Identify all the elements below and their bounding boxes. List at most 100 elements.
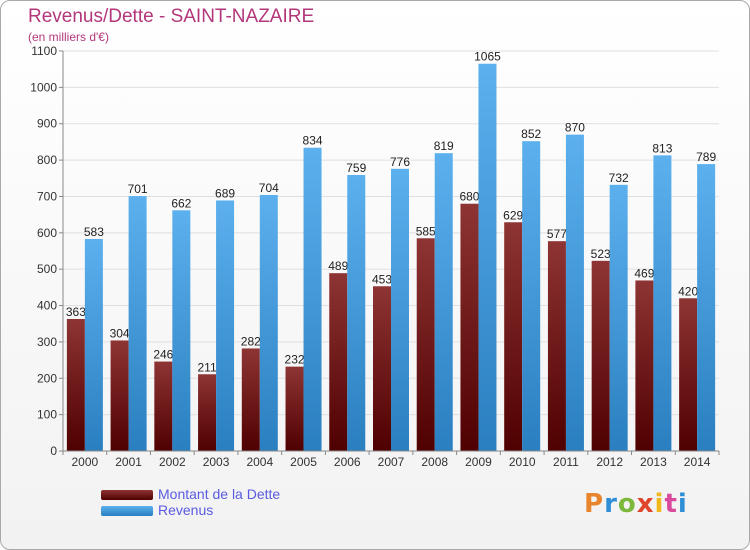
x-tick-label: 2010: [509, 455, 536, 469]
chart-subtitle: (en milliers d'€): [28, 30, 109, 44]
data-label-revenue: 870: [565, 121, 585, 135]
y-tick-label: 400: [37, 299, 57, 313]
y-tick-label: 0: [50, 444, 57, 458]
bar-revenue: [391, 168, 409, 451]
x-tick-label: 2014: [684, 455, 711, 469]
proxiti-logo: Proxiti: [584, 489, 688, 519]
bar-revenue: [565, 134, 584, 452]
x-tick-label: 2002: [159, 455, 186, 469]
y-tick-label: 700: [37, 189, 57, 203]
bar-revenue: [609, 184, 628, 451]
x-tick-label: 2011: [553, 455, 579, 469]
bar-revenue: [697, 164, 716, 451]
x-tick-label: 2003: [203, 455, 230, 469]
data-label-debt: 469: [634, 266, 654, 280]
bar-debt: [154, 361, 173, 451]
data-label-revenue: 732: [609, 171, 629, 185]
logo-letter: i: [654, 489, 665, 519]
x-tick-label: 2013: [640, 455, 667, 469]
data-label-revenue: 689: [215, 186, 235, 200]
data-label-debt: 629: [503, 208, 523, 222]
bar-debt: [285, 366, 304, 451]
data-label-revenue: 704: [259, 181, 279, 195]
legend-swatch-debt: [101, 490, 153, 500]
logo-letter: x: [636, 489, 655, 519]
bar-revenue: [216, 200, 235, 451]
legend-label-revenue: Revenus: [158, 502, 214, 518]
data-label-debt: 282: [241, 334, 261, 348]
bar-revenue: [522, 141, 541, 451]
data-label-debt: 680: [459, 190, 479, 204]
data-label-revenue: 789: [696, 150, 716, 164]
bar-debt: [635, 280, 654, 451]
logo-letter: i: [677, 489, 688, 519]
x-tick-label: 2000: [72, 455, 99, 469]
bar-debt: [460, 203, 479, 451]
bars: 363 583 304 701 246 662 211 689 282 704 232 834 489 7…: [66, 50, 716, 452]
data-label-debt: 453: [372, 272, 392, 286]
data-label-debt: 211: [197, 360, 216, 374]
data-label-debt: 363: [66, 305, 86, 319]
bar-revenue: [84, 239, 103, 451]
chart-title: Revenus/Dette - SAINT-NAZAIRE: [28, 6, 315, 27]
data-label-revenue: 701: [128, 182, 148, 196]
y-tick-label: 100: [37, 408, 57, 422]
bar-debt: [504, 222, 523, 451]
logo-letter: P: [584, 489, 605, 519]
x-tick-label: 2009: [465, 455, 492, 469]
data-label-debt: 420: [678, 284, 698, 298]
data-label-debt: 489: [328, 259, 348, 273]
x-tick-label: 2005: [290, 455, 317, 469]
bar-debt: [241, 348, 260, 451]
bar-revenue: [347, 175, 366, 451]
data-label-revenue: 583: [84, 225, 104, 239]
x-tick-label: 2012: [596, 455, 623, 469]
data-label-revenue: 834: [303, 134, 323, 148]
y-tick-label: 300: [37, 335, 57, 349]
x-tick-label: 2006: [334, 455, 361, 469]
y-tick-label: 1100: [31, 44, 57, 58]
logo-letter: o: [617, 489, 637, 519]
axes: 0 100 200 300 400 500 600 700 800 900 1000 1100 2000…: [30, 44, 720, 469]
y-tick-label: 600: [37, 226, 57, 240]
bar-revenue: [478, 63, 497, 452]
bar-debt: [198, 374, 217, 451]
bar-debt: [329, 273, 348, 451]
bar-revenue: [128, 196, 147, 451]
logo-letter: r: [604, 489, 618, 519]
bar-debt: [66, 319, 85, 451]
y-tick-label: 1000: [30, 80, 57, 94]
bar-debt: [547, 241, 566, 451]
bar-debt: [416, 238, 435, 451]
data-label-revenue: 759: [346, 161, 366, 175]
data-label-revenue: 819: [434, 139, 454, 153]
y-tick-label: 500: [37, 262, 57, 276]
bar-debt: [110, 340, 129, 451]
x-tick-label: 2004: [246, 455, 273, 469]
bar-revenue: [172, 210, 191, 451]
data-label-debt: 585: [416, 224, 436, 238]
bar-revenue: [653, 155, 672, 451]
legend-label-debt: Montant de la Dette: [158, 486, 281, 502]
logo-letter: t: [664, 489, 678, 519]
legend-swatch-revenue: [101, 506, 153, 516]
data-label-revenue: 1065: [474, 50, 501, 64]
data-label-debt: 577: [547, 227, 567, 241]
bar-revenue: [434, 153, 453, 451]
y-tick-label: 200: [37, 371, 57, 385]
y-tick-label: 800: [37, 153, 57, 167]
bar-debt: [373, 286, 391, 451]
x-tick-label: 2001: [115, 455, 142, 469]
data-label-debt: 304: [110, 326, 130, 340]
bar-revenue: [303, 147, 322, 451]
y-tick-label: 900: [37, 117, 57, 131]
x-tick-label: 2008: [421, 455, 448, 469]
data-label-debt: 232: [285, 353, 305, 367]
bar-debt: [591, 260, 610, 451]
data-label-debt: 523: [591, 247, 611, 261]
x-tick-label: 2007: [378, 455, 405, 469]
data-label-debt: 246: [153, 348, 173, 362]
bar-revenue: [259, 195, 278, 451]
